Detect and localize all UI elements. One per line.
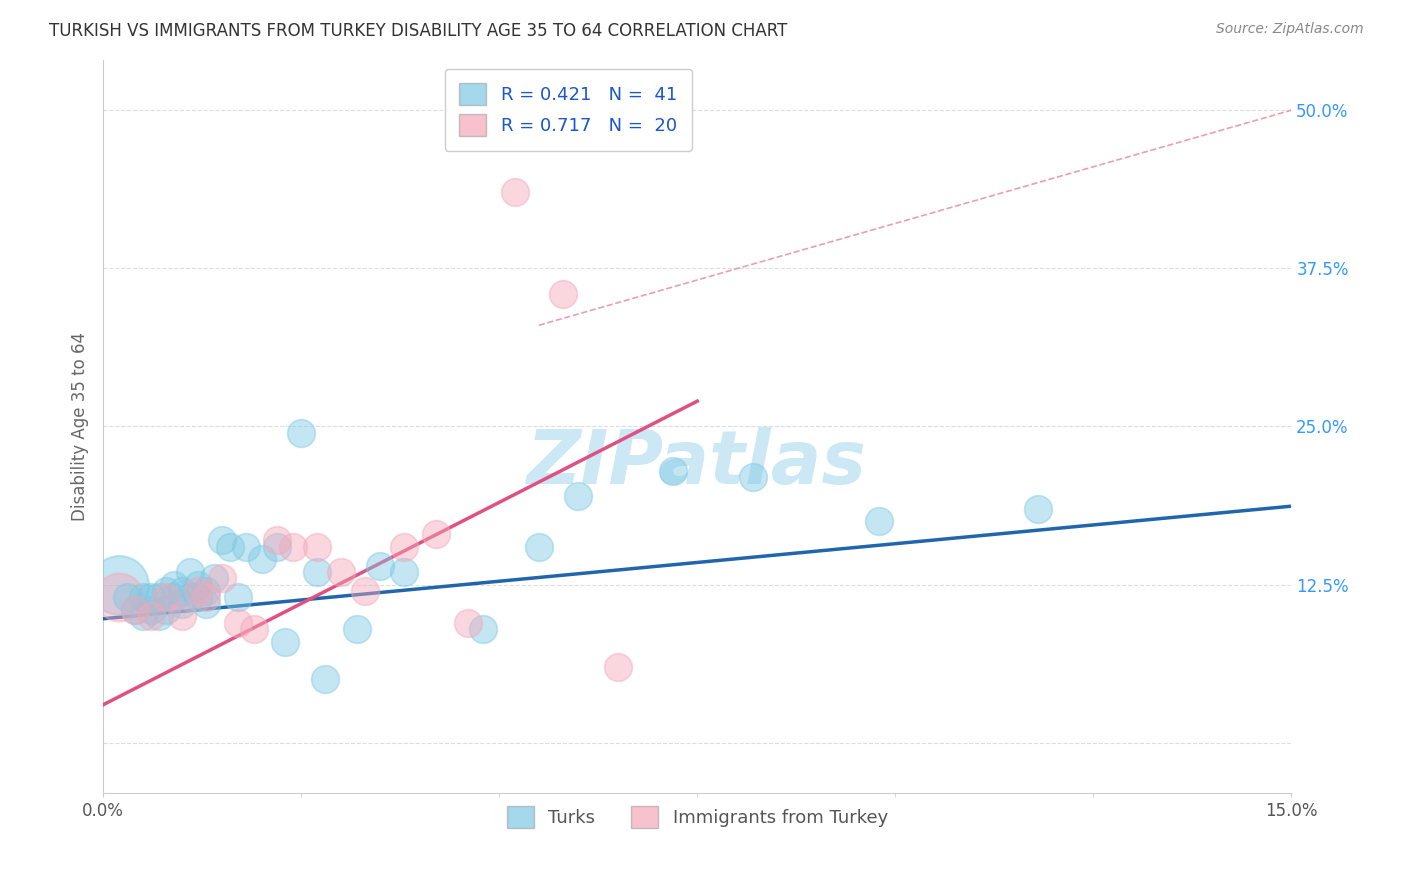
- Text: ZIPatlas: ZIPatlas: [527, 426, 868, 500]
- Point: [179, 565, 201, 579]
- Point: [290, 425, 312, 440]
- Point: [155, 603, 177, 617]
- Point: [392, 540, 415, 554]
- Point: [195, 591, 218, 605]
- Point: [242, 622, 264, 636]
- Point: [218, 540, 240, 554]
- Point: [132, 609, 155, 624]
- Point: [124, 603, 146, 617]
- Point: [527, 540, 550, 554]
- Point: [305, 565, 328, 579]
- Point: [283, 540, 305, 554]
- Point: [1026, 501, 1049, 516]
- Point: [266, 540, 288, 554]
- Y-axis label: Disability Age 35 to 64: Disability Age 35 to 64: [72, 332, 89, 521]
- Point: [266, 533, 288, 548]
- Point: [235, 540, 257, 554]
- Text: TURKISH VS IMMIGRANTS FROM TURKEY DISABILITY AGE 35 TO 64 CORRELATION CHART: TURKISH VS IMMIGRANTS FROM TURKEY DISABI…: [49, 22, 787, 40]
- Point: [567, 489, 589, 503]
- Point: [124, 603, 146, 617]
- Point: [187, 591, 209, 605]
- Point: [195, 597, 218, 611]
- Point: [226, 615, 249, 630]
- Point: [741, 470, 763, 484]
- Point: [250, 552, 273, 566]
- Point: [662, 464, 685, 478]
- Text: Source: ZipAtlas.com: Source: ZipAtlas.com: [1216, 22, 1364, 37]
- Point: [179, 591, 201, 605]
- Point: [108, 591, 131, 605]
- Point: [211, 533, 233, 548]
- Point: [172, 583, 194, 598]
- Point: [472, 622, 495, 636]
- Point: [139, 603, 162, 617]
- Point: [163, 577, 186, 591]
- Point: [305, 540, 328, 554]
- Point: [172, 597, 194, 611]
- Point: [503, 186, 526, 200]
- Point: [195, 583, 218, 598]
- Point: [202, 571, 225, 585]
- Point: [314, 673, 336, 687]
- Point: [139, 609, 162, 624]
- Point: [370, 558, 392, 573]
- Point: [148, 609, 170, 624]
- Point: [155, 591, 177, 605]
- Point: [607, 660, 630, 674]
- Point: [187, 577, 209, 591]
- Point: [425, 527, 447, 541]
- Point: [226, 591, 249, 605]
- Point: [329, 565, 352, 579]
- Point: [353, 583, 375, 598]
- Point: [172, 609, 194, 624]
- Point: [139, 591, 162, 605]
- Legend: Turks, Immigrants from Turkey: Turks, Immigrants from Turkey: [499, 799, 896, 836]
- Point: [211, 571, 233, 585]
- Point: [187, 583, 209, 598]
- Point: [163, 591, 186, 605]
- Point: [392, 565, 415, 579]
- Point: [868, 514, 890, 528]
- Point: [457, 615, 479, 630]
- Point: [346, 622, 368, 636]
- Point: [115, 591, 138, 605]
- Point: [132, 591, 155, 605]
- Point: [551, 286, 574, 301]
- Point: [155, 583, 177, 598]
- Point: [108, 577, 131, 591]
- Point: [148, 591, 170, 605]
- Point: [274, 634, 297, 648]
